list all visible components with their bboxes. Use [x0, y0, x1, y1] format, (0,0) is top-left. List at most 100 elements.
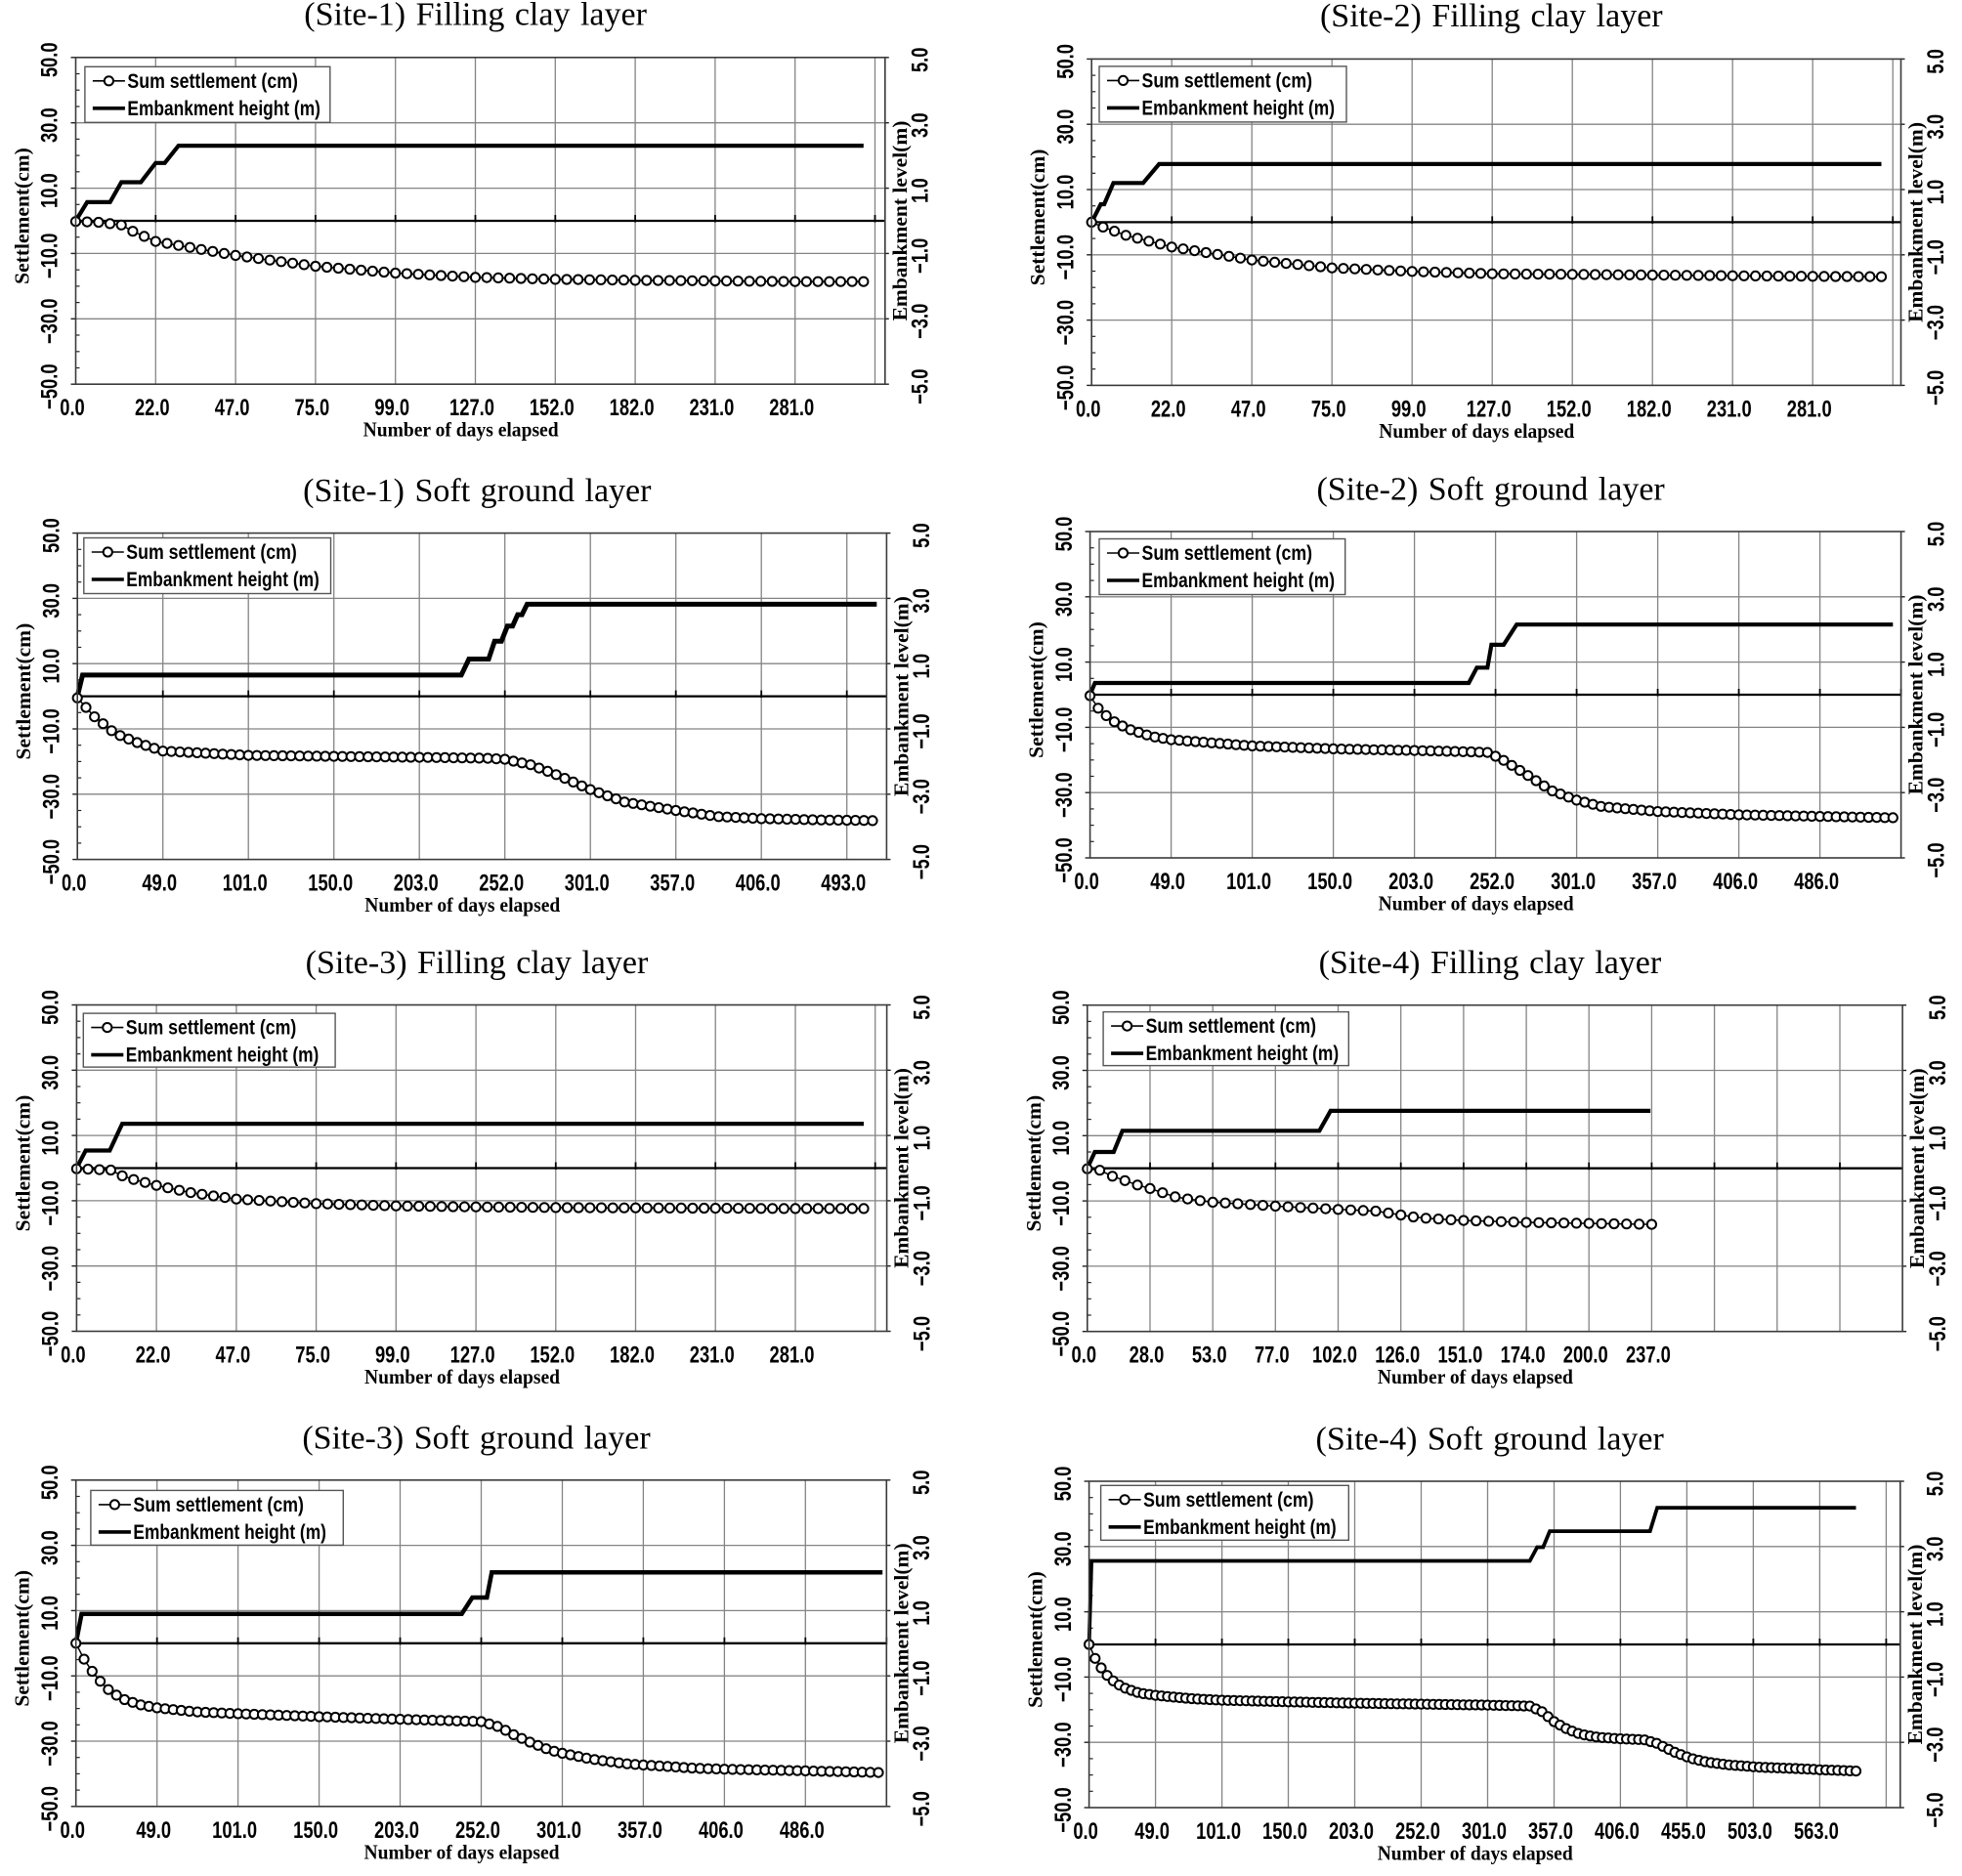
svg-text:Sum settlement (cm): Sum settlement (cm) — [126, 541, 296, 564]
svg-text:(Site-4) Filling clay layer: (Site-4) Filling clay layer — [1319, 945, 1662, 981]
svg-text:−50.0: −50.0 — [37, 1786, 64, 1832]
svg-text:203.0: 203.0 — [1388, 869, 1433, 895]
svg-text:1.0: 1.0 — [1923, 180, 1949, 205]
svg-text:−50.0: −50.0 — [37, 363, 64, 409]
svg-text:231.0: 231.0 — [689, 395, 734, 421]
svg-text:99.0: 99.0 — [374, 395, 409, 421]
svg-text:−3.0: −3.0 — [909, 779, 935, 814]
svg-text:200.0: 200.0 — [1563, 1343, 1608, 1369]
svg-text:151.0: 151.0 — [1437, 1343, 1482, 1369]
svg-text:−3.0: −3.0 — [908, 304, 934, 339]
svg-text:22.0: 22.0 — [135, 395, 170, 421]
svg-text:Sum settlement (cm): Sum settlement (cm) — [1142, 69, 1313, 92]
svg-text:−30.0: −30.0 — [38, 1246, 64, 1292]
svg-text:1.0: 1.0 — [1923, 652, 1949, 677]
svg-text:357.0: 357.0 — [1632, 869, 1677, 895]
svg-text:−10.0: −10.0 — [1051, 707, 1078, 753]
svg-text:252.0: 252.0 — [455, 1817, 500, 1844]
svg-text:(Site-1) Soft ground layer: (Site-1) Soft ground layer — [303, 473, 652, 509]
svg-text:53.0: 53.0 — [1192, 1343, 1227, 1369]
svg-text:3.0: 3.0 — [909, 1060, 935, 1086]
svg-text:−30.0: −30.0 — [1050, 1722, 1077, 1768]
svg-text:203.0: 203.0 — [374, 1817, 419, 1844]
svg-text:10.0: 10.0 — [1052, 175, 1079, 210]
svg-text:5.0: 5.0 — [909, 1471, 935, 1496]
svg-text:252.0: 252.0 — [1395, 1818, 1440, 1845]
svg-text:0.0: 0.0 — [1074, 869, 1099, 895]
svg-text:357.0: 357.0 — [618, 1817, 662, 1844]
svg-text:−30.0: −30.0 — [1048, 1246, 1075, 1292]
svg-text:3.0: 3.0 — [1925, 1060, 1951, 1086]
svg-text:−50.0: −50.0 — [38, 839, 64, 885]
svg-text:0.0: 0.0 — [60, 1817, 85, 1844]
svg-text:Settlement(cm): Settlement(cm) — [11, 1570, 34, 1707]
svg-text:−30.0: −30.0 — [1051, 772, 1078, 818]
svg-text:182.0: 182.0 — [610, 395, 655, 421]
svg-text:−50.0: −50.0 — [1051, 837, 1078, 883]
svg-text:Embankment height (m): Embankment height (m) — [1146, 1043, 1340, 1065]
svg-text:−5.0: −5.0 — [1923, 1792, 1949, 1827]
svg-text:Embankment level(m): Embankment level(m) — [888, 121, 912, 321]
svg-text:10.0: 10.0 — [1050, 1597, 1077, 1632]
svg-text:Embankment height (m): Embankment height (m) — [1142, 97, 1336, 119]
svg-text:152.0: 152.0 — [530, 1343, 575, 1369]
svg-text:203.0: 203.0 — [1329, 1818, 1374, 1845]
svg-text:50.0: 50.0 — [1048, 990, 1075, 1025]
svg-text:1.0: 1.0 — [908, 178, 934, 203]
svg-text:Sum settlement (cm): Sum settlement (cm) — [1142, 542, 1313, 565]
svg-text:Number of days elapsed: Number of days elapsed — [364, 893, 560, 917]
svg-text:301.0: 301.0 — [1462, 1818, 1507, 1845]
svg-text:503.0: 503.0 — [1727, 1818, 1772, 1845]
svg-text:Number of days elapsed: Number of days elapsed — [1378, 1365, 1573, 1388]
svg-text:Sum settlement (cm): Sum settlement (cm) — [127, 70, 298, 93]
svg-text:−50.0: −50.0 — [38, 1311, 64, 1357]
svg-text:406.0: 406.0 — [1595, 1818, 1640, 1845]
svg-text:1.0: 1.0 — [1925, 1126, 1951, 1151]
svg-text:182.0: 182.0 — [610, 1343, 655, 1369]
svg-text:Number of days elapsed: Number of days elapsed — [1379, 419, 1574, 443]
svg-text:150.0: 150.0 — [1262, 1818, 1307, 1845]
svg-text:−10.0: −10.0 — [38, 708, 64, 754]
svg-text:3.0: 3.0 — [909, 588, 935, 614]
svg-text:301.0: 301.0 — [1551, 869, 1596, 895]
svg-text:(Site-4) Soft ground layer: (Site-4) Soft ground layer — [1316, 1422, 1665, 1458]
svg-text:−3.0: −3.0 — [1923, 778, 1949, 813]
svg-text:301.0: 301.0 — [536, 1817, 581, 1844]
svg-text:5.0: 5.0 — [909, 523, 935, 548]
svg-text:281.0: 281.0 — [769, 395, 814, 421]
svg-text:75.0: 75.0 — [295, 1343, 330, 1369]
svg-text:30.0: 30.0 — [1051, 581, 1078, 617]
svg-text:(Site-1) Filling clay layer: (Site-1) Filling clay layer — [304, 0, 647, 32]
svg-text:1.0: 1.0 — [909, 1600, 935, 1626]
svg-text:−10.0: −10.0 — [1050, 1657, 1077, 1703]
svg-text:30.0: 30.0 — [37, 1530, 64, 1565]
svg-text:−50.0: −50.0 — [1052, 365, 1079, 411]
svg-text:Embankment level(m): Embankment level(m) — [890, 1068, 914, 1268]
svg-text:47.0: 47.0 — [216, 1343, 251, 1369]
svg-text:−3.0: −3.0 — [1925, 1251, 1951, 1286]
svg-text:10.0: 10.0 — [1048, 1121, 1075, 1156]
svg-text:237.0: 237.0 — [1626, 1343, 1671, 1369]
svg-text:−10.0: −10.0 — [1052, 234, 1079, 280]
svg-text:Embankment height (m): Embankment height (m) — [1143, 1516, 1337, 1539]
svg-text:50.0: 50.0 — [1050, 1467, 1077, 1502]
svg-text:−5.0: −5.0 — [1925, 1316, 1951, 1351]
svg-text:Sum settlement (cm): Sum settlement (cm) — [1146, 1015, 1317, 1038]
svg-text:Number of days elapsed: Number of days elapsed — [1378, 1842, 1573, 1865]
svg-text:152.0: 152.0 — [530, 395, 575, 421]
svg-text:150.0: 150.0 — [1307, 869, 1352, 895]
svg-text:Number of days elapsed: Number of days elapsed — [364, 1840, 560, 1863]
svg-text:Settlement(cm): Settlement(cm) — [12, 623, 35, 760]
svg-text:−3.0: −3.0 — [1923, 305, 1949, 340]
svg-text:Embankment level(m): Embankment level(m) — [889, 1543, 913, 1743]
svg-text:0.0: 0.0 — [62, 871, 87, 897]
svg-text:Embankment height (m): Embankment height (m) — [127, 98, 320, 120]
svg-text:5.0: 5.0 — [908, 48, 934, 73]
svg-text:−10.0: −10.0 — [38, 1180, 64, 1226]
svg-text:5.0: 5.0 — [909, 995, 935, 1020]
svg-text:75.0: 75.0 — [1311, 396, 1346, 422]
svg-text:75.0: 75.0 — [295, 395, 330, 421]
svg-text:−1.0: −1.0 — [1923, 712, 1949, 747]
svg-text:22.0: 22.0 — [136, 1343, 171, 1369]
svg-text:−5.0: −5.0 — [909, 844, 935, 879]
